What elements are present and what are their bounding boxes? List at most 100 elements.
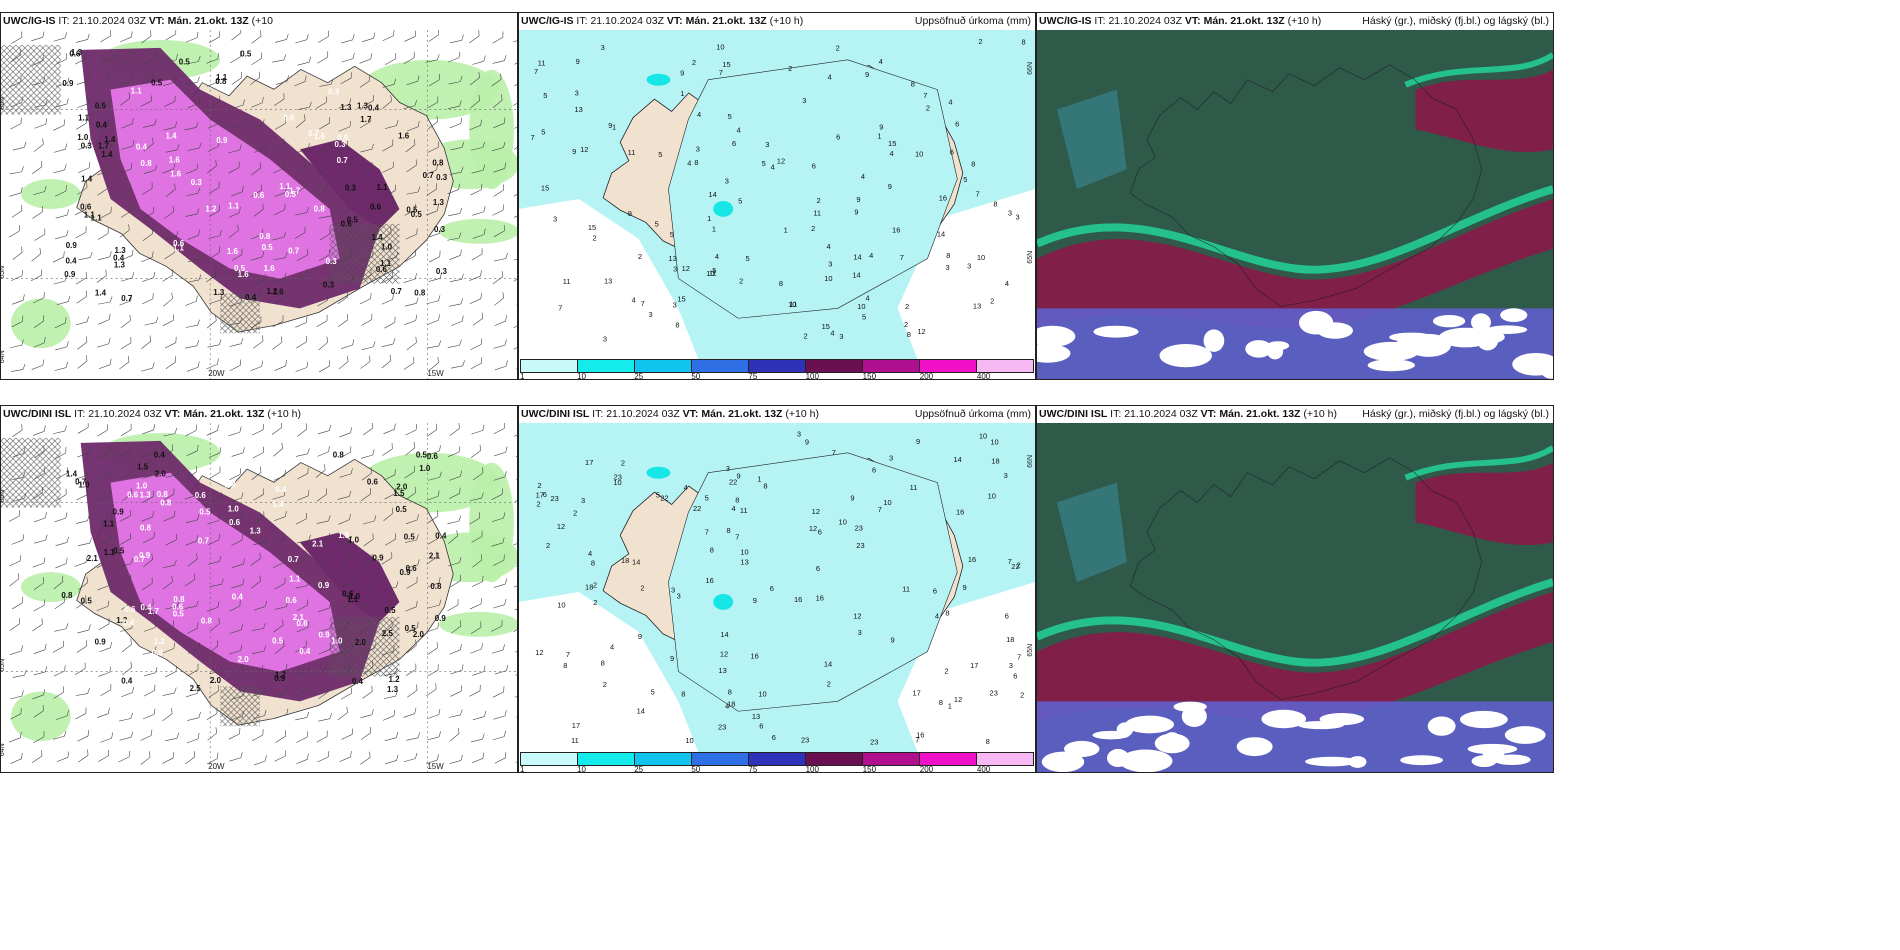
precip-value-label: 1.6	[314, 132, 326, 141]
wind-barb	[513, 582, 517, 588]
panel-title: Háský (gr.), miðský (fj.bl.) og lágský (…	[1362, 408, 1549, 420]
clear-sky-patch	[1486, 325, 1528, 334]
longitude-label: 20W	[208, 369, 225, 378]
wind-barb	[275, 730, 287, 743]
wind-barb	[12, 492, 27, 502]
wind-barb	[187, 142, 202, 151]
wind-barb	[120, 423, 132, 437]
wind-barb	[98, 534, 112, 545]
wind-barb	[251, 466, 262, 481]
wind-barb	[32, 185, 47, 196]
wind-barb	[340, 72, 352, 85]
wind-barb	[229, 468, 241, 480]
wind-barb	[163, 205, 174, 220]
wind-barb	[142, 271, 156, 282]
wind-barb	[77, 97, 90, 108]
precip-value-label: 0.9	[435, 614, 447, 623]
precip-amount-label: 11	[902, 585, 910, 594]
wind-barb	[78, 162, 91, 174]
wind-barb	[425, 754, 439, 765]
moderate-precip-area	[110, 79, 340, 279]
wind-barb	[142, 227, 153, 242]
wind-barb	[296, 753, 309, 765]
precip-value-label: 0.8	[333, 451, 345, 460]
wind-barb	[121, 140, 135, 150]
wind-barb	[165, 356, 176, 370]
wind-barb	[143, 164, 158, 174]
wind-barb	[34, 228, 46, 241]
latitude-label: 66N	[1027, 455, 1034, 468]
precip-amount-label: 7	[735, 532, 739, 541]
wind-barb	[185, 319, 200, 328]
map-clouds[interactable]	[1037, 423, 1553, 772]
precip-amount-label: 9	[572, 147, 576, 156]
precip-amount-label: 2	[904, 320, 908, 329]
wind-barb	[362, 32, 376, 43]
wind-barb	[493, 117, 506, 129]
precip-amount-label: 10	[740, 547, 748, 556]
wind-barb	[32, 618, 43, 632]
wind-barb	[407, 120, 420, 132]
map-accum-precip[interactable]: 66N 65N 2 2 4 2 8 2 12 3 16 4 12 2 2 7 7 9 4 6 3 10 8 3 3 4 3 12 2 11…	[519, 30, 1035, 359]
wind-barb	[100, 206, 112, 219]
wind-barb	[98, 296, 113, 305]
precip-amount-label: 14	[632, 558, 640, 567]
wind-barb	[513, 624, 517, 633]
vt-label: VT:	[148, 15, 165, 27]
map-clouds[interactable]	[1037, 30, 1553, 379]
precip-amount-label: 4	[687, 158, 691, 167]
precip-value-label: 1.4	[371, 233, 383, 242]
wind-barb	[231, 71, 242, 85]
wind-barb	[272, 556, 285, 569]
map-wind-precip[interactable]: 1.5 2.1 0.6 0.9 0.6 2.5 0.9 0.4 1.3 0.9 1.0 0.8 0.4 0…	[1, 423, 517, 772]
clear-sky-patch	[1471, 755, 1497, 768]
legend-color-bar	[520, 359, 1034, 373]
wind-barb	[208, 31, 220, 44]
wind-barb	[11, 48, 22, 63]
map-wind-precip[interactable]: 0.9 1.4 0.3 1.1 1.3 1.1 0.6 0.5 0.7 1.1 0.5 0.5 1.1 0…	[1, 30, 517, 379]
wind-barb	[185, 535, 198, 546]
precip-amount-label: 8	[986, 737, 990, 746]
wind-barb	[206, 76, 220, 87]
wind-barb	[11, 31, 23, 44]
precip-amount-label: 12	[777, 156, 785, 165]
wind-barb	[274, 577, 286, 590]
wind-barb	[31, 247, 42, 262]
lead-time: (+10 h)	[769, 15, 804, 27]
wind-barb	[469, 598, 482, 610]
wind-barb	[428, 445, 441, 456]
wind-barb	[405, 249, 417, 262]
wind-barb	[253, 600, 267, 611]
wind-barb	[429, 250, 441, 263]
precip-value-label: 0.6	[172, 602, 184, 611]
wind-barb	[472, 467, 484, 481]
wind-barb	[470, 444, 481, 458]
iceland-outline	[1129, 457, 1483, 700]
wind-barb	[492, 730, 506, 741]
clear-sky-patch	[1267, 341, 1290, 351]
map-accum-precip[interactable]: 66N 65N 12 7 16 2 4 10 2 17 12 23 2 9 5 4 6 16 3 13 8 8 8 8 14 7 8…	[519, 423, 1035, 752]
wind-barb	[164, 230, 179, 240]
wind-barb	[514, 80, 517, 86]
wind-barb	[141, 448, 155, 458]
wind-barb	[426, 490, 440, 501]
precip-amount-label: 5	[738, 197, 742, 206]
clear-sky-patch	[1298, 310, 1334, 335]
wind-barb	[121, 183, 132, 197]
precip-value-label: 1.0	[348, 535, 360, 544]
wind-barb	[250, 290, 261, 304]
wind-barb	[230, 119, 245, 128]
wind-barb	[341, 687, 353, 700]
clear-sky-patch	[1125, 715, 1174, 734]
wind-barb	[31, 54, 44, 66]
precip-amount-label: 6	[759, 722, 763, 731]
wind-barb	[229, 338, 244, 347]
wind-barb	[317, 661, 327, 676]
wind-barb	[491, 537, 505, 547]
wind-barb	[450, 574, 461, 588]
precip-value-label: 1.0	[331, 636, 343, 645]
valid-time: Mán. 21.okt. 13Z	[685, 15, 767, 27]
wind-barb	[385, 52, 396, 65]
precip-amount-label: 9	[856, 195, 860, 204]
clear-sky-patch	[1367, 359, 1416, 372]
